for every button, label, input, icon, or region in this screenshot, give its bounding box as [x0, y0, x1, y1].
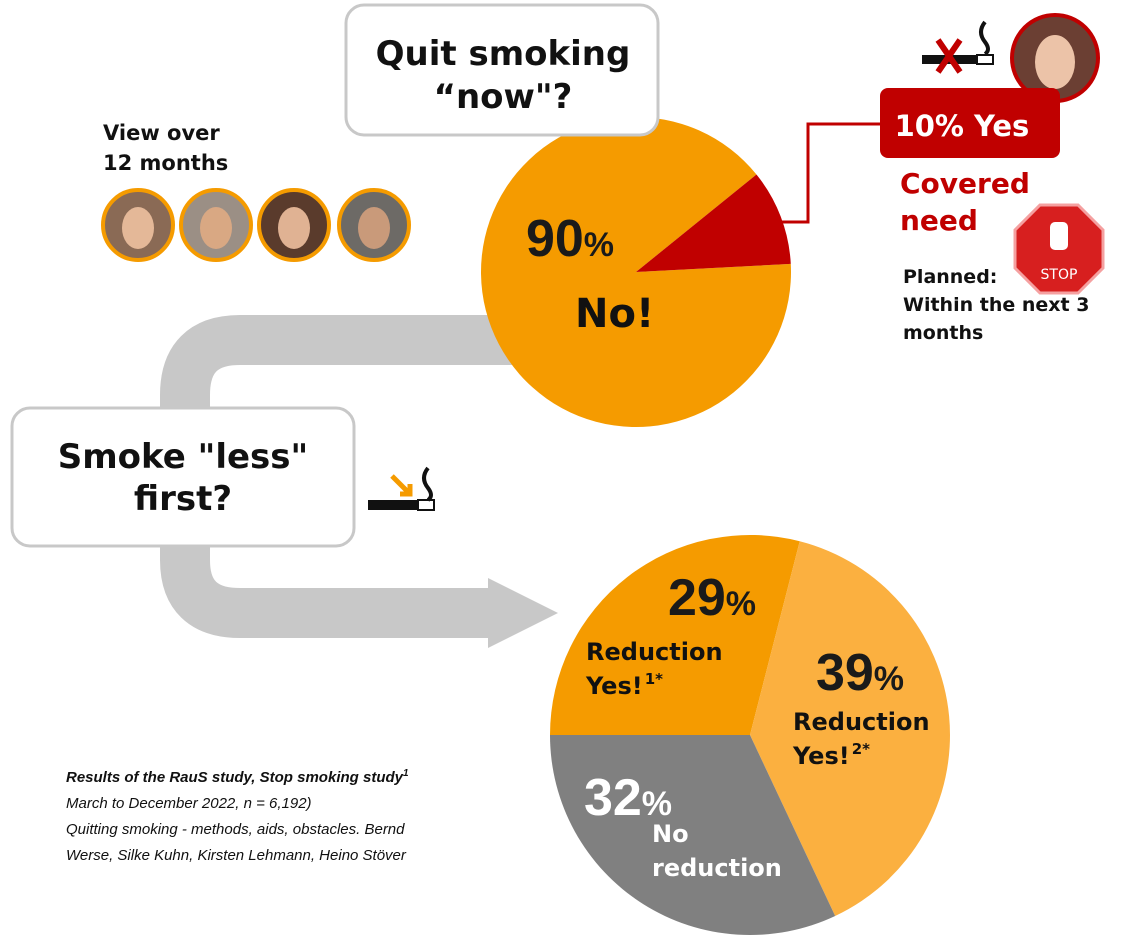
planned: Planned:	[903, 266, 997, 288]
connector	[770, 124, 882, 222]
source-title-text: Results of the RauS study, Stop smoking …	[66, 769, 404, 786]
avatars	[103, 190, 409, 260]
pie-slice	[481, 117, 791, 427]
slice-label: Yes	[973, 109, 1029, 143]
footnote-mark: 1*	[645, 670, 663, 688]
no-smoking-icon	[922, 22, 993, 72]
source-line: Quitting smoking - methods, aids, obstac…	[66, 821, 405, 838]
source-line: Werse, Silke Kuhn, Kirsten Lehmann, Hein…	[66, 847, 407, 864]
question-less: Smoke "less"	[58, 437, 308, 477]
source-note: 1	[403, 768, 409, 779]
slice-label: No!	[575, 291, 654, 337]
planned: months	[903, 322, 983, 344]
infographic: Quit smoking “now"? View over 12 months …	[0, 0, 1122, 935]
view-over: View over	[103, 121, 220, 145]
question-less: first?	[134, 479, 232, 519]
stop-sign: STOP	[1015, 205, 1103, 293]
reduce-icon	[368, 468, 434, 510]
source-line: March to December 2022, n = 6,192)	[66, 795, 312, 812]
covered-need: need	[900, 204, 978, 237]
value-label: 10%	[895, 109, 964, 143]
footnote-mark: 2*	[852, 740, 870, 758]
avatar-face	[1035, 35, 1075, 89]
planned: Within the next 3	[903, 294, 1089, 316]
view-over: 12 months	[103, 151, 228, 175]
question-now: “now"?	[434, 77, 573, 117]
source-title: Results of the RauS study, Stop smoking …	[66, 768, 409, 786]
question-now: Quit smoking	[376, 34, 631, 74]
stop-text: STOP	[1041, 267, 1078, 283]
covered-need: Covered	[900, 167, 1030, 200]
question-box	[12, 408, 354, 546]
